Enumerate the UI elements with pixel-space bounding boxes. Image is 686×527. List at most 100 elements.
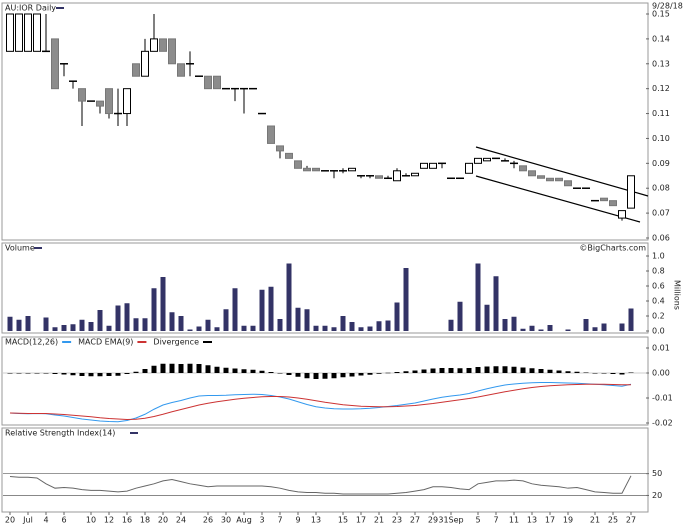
- candle-body: [537, 175, 545, 179]
- y-tick-label: 0.0: [652, 327, 665, 336]
- y-tick-label: 1.0: [652, 252, 665, 261]
- candle-body: [132, 63, 140, 77]
- divergence-bar: [421, 369, 427, 373]
- y-tick-label: 0.06: [652, 234, 670, 243]
- divergence-bar: [430, 368, 436, 373]
- divergence-bar: [601, 373, 607, 374]
- divergence-bar: [376, 373, 382, 374]
- candle-body: [312, 167, 320, 172]
- x-tick-label: Aug: [236, 516, 252, 525]
- volume-panel: [1, 242, 649, 334]
- divergence-bar: [7, 373, 13, 374]
- volume-bar: [232, 288, 238, 331]
- candle-body: [609, 200, 617, 207]
- y-tick-label: 0.8: [652, 267, 665, 276]
- y-tick-label: 0.12: [652, 84, 670, 93]
- candle-body: [276, 145, 284, 152]
- macd-line: [9, 382, 632, 423]
- volume-bar: [178, 316, 184, 331]
- volume-bar: [61, 325, 67, 331]
- volume-bar: [304, 309, 310, 331]
- volume-bar: [133, 318, 139, 331]
- divergence-bar: [61, 373, 67, 375]
- y-tick-label: 0.11: [652, 109, 670, 118]
- volume-bar: [538, 329, 544, 331]
- volume-bar: [313, 325, 319, 331]
- divergence-bar: [331, 373, 337, 379]
- divergence-bar: [628, 372, 634, 373]
- divergence-bar: [484, 366, 490, 373]
- x-tick-label: 3: [259, 516, 264, 525]
- volume-bar: [52, 327, 58, 331]
- price-panel: [1, 2, 649, 241]
- divergence-bar: [403, 371, 409, 373]
- candle-body: [420, 162, 428, 169]
- legend-label: MACD EMA(9): [78, 338, 133, 347]
- volume-bar: [196, 326, 202, 331]
- candle-body: [96, 100, 104, 107]
- x-tick-label: 23: [392, 516, 402, 525]
- x-tick-label: 4: [43, 516, 48, 525]
- rsi-panel: [1, 427, 649, 513]
- x-tick-label: 27: [626, 516, 636, 525]
- x-tick-label: 18: [140, 516, 150, 525]
- divergence-bar: [205, 365, 211, 373]
- channel-line: [475, 175, 641, 223]
- volume-bar: [187, 329, 193, 331]
- volume-bar: [376, 321, 382, 331]
- divergence-bar: [457, 368, 463, 373]
- divergence-bar: [133, 371, 139, 373]
- x-tick-label: 29: [428, 516, 438, 525]
- candle-body: [600, 197, 608, 202]
- divergence-bar: [475, 367, 481, 373]
- divergence-bar: [547, 369, 553, 373]
- chart-title: AU:IOR Daily: [5, 4, 56, 13]
- divergence-bar: [88, 373, 94, 377]
- candle-body: [294, 160, 302, 169]
- divergence-bar: [466, 368, 472, 373]
- volume-bar: [358, 327, 364, 331]
- divergence-bar: [169, 363, 175, 373]
- legend-label: Divergence: [153, 338, 199, 347]
- divergence-bar: [520, 367, 526, 373]
- divergence-bar: [511, 366, 517, 373]
- divergence-bar: [151, 365, 157, 373]
- divergence-bar: [367, 373, 373, 375]
- candle-body: [483, 157, 491, 162]
- divergence-bar: [196, 364, 202, 373]
- volume-bar: [214, 327, 220, 331]
- candle-body: [285, 152, 293, 159]
- x-tick-label: 31Sep: [438, 516, 463, 525]
- candle-body: [564, 180, 572, 187]
- x-tick-label: 12: [104, 516, 114, 525]
- volume-bar: [241, 325, 247, 331]
- divergence-bar: [241, 369, 247, 373]
- divergence-bar: [529, 368, 535, 373]
- candle-body: [78, 88, 86, 102]
- candle-body: [213, 75, 221, 90]
- divergence-bar: [493, 366, 499, 373]
- candle-body: [555, 177, 563, 182]
- axis-label: Millions: [673, 280, 682, 310]
- divergence-bar: [259, 370, 265, 373]
- date-label: 9/28/18: [652, 2, 683, 11]
- volume-bar: [475, 263, 481, 331]
- x-tick-label: 30: [221, 516, 231, 525]
- x-tick-label: 10: [86, 516, 96, 525]
- macd-line: [9, 383, 631, 421]
- volume-bar: [520, 328, 526, 331]
- divergence-bar: [268, 372, 274, 373]
- volume-bar: [385, 320, 391, 331]
- volume-bar: [322, 325, 328, 331]
- panel-title: Volume: [5, 244, 35, 253]
- volume-bar: [592, 327, 598, 331]
- volume-bar: [250, 325, 256, 331]
- candle-body: [33, 13, 41, 52]
- volume-bar: [295, 307, 301, 331]
- volume-bar: [79, 319, 85, 331]
- x-tick-label: 25: [608, 516, 618, 525]
- divergence-bar: [556, 370, 562, 373]
- credit: ©BigCharts.com: [579, 244, 646, 253]
- x-tick-label: 20: [158, 516, 168, 525]
- candle-body: [15, 13, 23, 52]
